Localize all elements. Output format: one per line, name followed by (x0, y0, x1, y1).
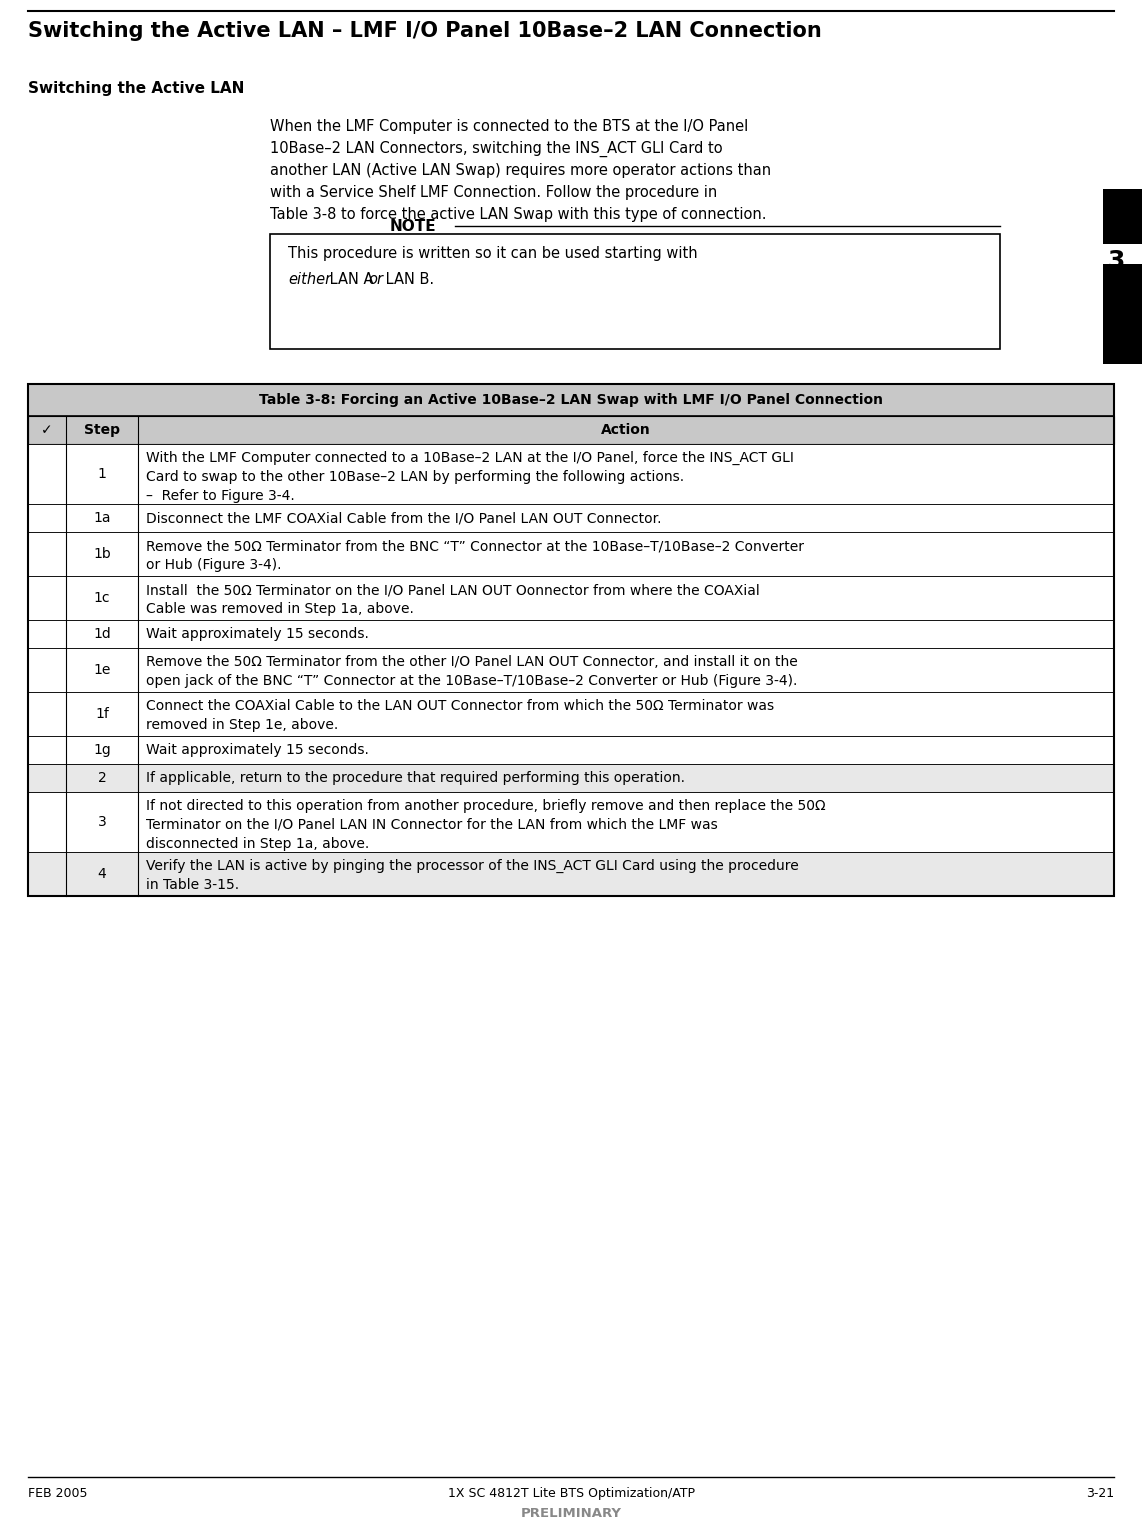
Text: This procedure is written so it can be used starting with: This procedure is written so it can be u… (288, 246, 698, 262)
Text: Disconnect the LMF COAXial Cable from the I/O Panel LAN OUT Connector.: Disconnect the LMF COAXial Cable from th… (146, 511, 661, 525)
Bar (29, 385, 1113, 416)
Text: removed in Step 1e, above.: removed in Step 1e, above. (146, 719, 338, 733)
Text: Wait approximately 15 seconds.: Wait approximately 15 seconds. (146, 626, 369, 642)
Bar (29, 416, 1113, 443)
Text: –  Refer to Figure 3-4.: – Refer to Figure 3-4. (146, 489, 295, 503)
Text: Switching the Active LAN: Switching the Active LAN (29, 82, 244, 95)
Text: 1a: 1a (94, 511, 111, 525)
Text: 1f: 1f (95, 706, 108, 720)
Text: NOTE: NOTE (391, 219, 436, 234)
Text: 4: 4 (97, 866, 106, 880)
Text: Action: Action (601, 423, 651, 437)
Bar (29, 576, 1113, 620)
Bar (29, 693, 1113, 736)
Text: Connect the COAXial Cable to the LAN OUT Connector from which the 50Ω Terminator: Connect the COAXial Cable to the LAN OUT… (146, 699, 774, 713)
Text: 1: 1 (97, 466, 106, 482)
Text: 1d: 1d (94, 626, 111, 642)
Bar (29, 853, 1113, 896)
Text: PRELIMINARY: PRELIMINARY (521, 1507, 621, 1521)
Text: 3: 3 (1107, 249, 1125, 272)
Bar (29, 763, 1113, 793)
Text: 1e: 1e (94, 663, 111, 677)
Text: Install  the 50Ω Terminator on the I/O Panel LAN OUT Oonnector from where the CO: Install the 50Ω Terminator on the I/O Pa… (146, 583, 759, 597)
Text: another LAN (Active LAN Swap) requires more operator actions than: another LAN (Active LAN Swap) requires m… (270, 163, 771, 179)
Bar (29, 648, 1113, 693)
Text: or Hub (Figure 3-4).: or Hub (Figure 3-4). (146, 559, 281, 573)
Text: 1b: 1b (94, 546, 111, 562)
Bar (29, 793, 1113, 853)
Text: 1c: 1c (94, 591, 111, 605)
Text: 3: 3 (97, 816, 106, 830)
Text: disconnected in Step 1a, above.: disconnected in Step 1a, above. (146, 837, 369, 851)
Text: 1g: 1g (94, 743, 111, 757)
Text: 1X SC 4812T Lite BTS Optimization/ATP: 1X SC 4812T Lite BTS Optimization/ATP (448, 1487, 694, 1501)
Text: 2: 2 (97, 771, 106, 785)
Text: Card to swap to the other 10Base–2 LAN by performing the following actions.: Card to swap to the other 10Base–2 LAN b… (146, 469, 684, 483)
Text: 3-21: 3-21 (1086, 1487, 1113, 1501)
Text: open jack of the BNC “T” Connector at the 10Base–T/10Base–2 Converter or Hub (Fi: open jack of the BNC “T” Connector at th… (146, 674, 797, 688)
Text: FEB 2005: FEB 2005 (29, 1487, 88, 1501)
Text: Table 3-8 to force the active LAN Swap with this type of connection.: Table 3-8 to force the active LAN Swap w… (270, 208, 766, 222)
Bar (29, 620, 1113, 648)
Text: 10Base–2 LAN Connectors, switching the INS_ACT GLI Card to: 10Base–2 LAN Connectors, switching the I… (270, 142, 723, 157)
Bar (29, 532, 1113, 576)
Text: Remove the 50Ω Terminator from the other I/O Panel LAN OUT Connector, and instal: Remove the 50Ω Terminator from the other… (146, 656, 798, 669)
Text: Terminator on the I/O Panel LAN IN Connector for the LAN from which the LMF was: Terminator on the I/O Panel LAN IN Conne… (146, 819, 718, 833)
Text: With the LMF Computer connected to a 10Base–2 LAN at the I/O Panel, force the IN: With the LMF Computer connected to a 10B… (146, 451, 794, 465)
Text: Wait approximately 15 seconds.: Wait approximately 15 seconds. (146, 743, 369, 757)
Text: Cable was removed in Step 1a, above.: Cable was removed in Step 1a, above. (146, 602, 413, 616)
Bar (29, 736, 1113, 763)
Text: Remove the 50Ω Terminator from the BNC “T” Connector at the 10Base–T/10Base–2 Co: Remove the 50Ω Terminator from the BNC “… (146, 539, 804, 553)
Text: Table 3-8: Forcing an Active 10Base–2 LAN Swap with LMF I/O Panel Connection: Table 3-8: Forcing an Active 10Base–2 LA… (259, 392, 883, 406)
Text: Step: Step (85, 423, 120, 437)
Text: LAN A: LAN A (325, 272, 378, 286)
Text: If not directed to this operation from another procedure, briefly remove and the: If not directed to this operation from a… (146, 799, 826, 813)
Text: either: either (288, 272, 331, 286)
Text: LAN B.: LAN B. (381, 272, 434, 286)
Bar (29, 503, 1113, 532)
Text: When the LMF Computer is connected to the BTS at the I/O Panel: When the LMF Computer is connected to th… (270, 119, 748, 134)
Text: with a Service Shelf LMF Connection. Follow the procedure in: with a Service Shelf LMF Connection. Fol… (270, 185, 717, 200)
Text: or: or (369, 272, 384, 286)
Bar (270, 234, 1000, 349)
Text: Verify the LAN is active by pinging the processor of the INS_ACT GLI Card using : Verify the LAN is active by pinging the … (146, 859, 798, 873)
Text: in Table 3-15.: in Table 3-15. (146, 879, 239, 893)
Text: If applicable, return to the procedure that required performing this operation.: If applicable, return to the procedure t… (146, 771, 685, 785)
Bar (29, 385, 1113, 896)
Text: ✓: ✓ (41, 423, 53, 437)
Bar (1103, 189, 1142, 245)
Bar (29, 443, 1113, 503)
Bar (1103, 265, 1142, 365)
Text: Switching the Active LAN – LMF I/O Panel 10Base–2 LAN Connection: Switching the Active LAN – LMF I/O Panel… (29, 22, 822, 42)
